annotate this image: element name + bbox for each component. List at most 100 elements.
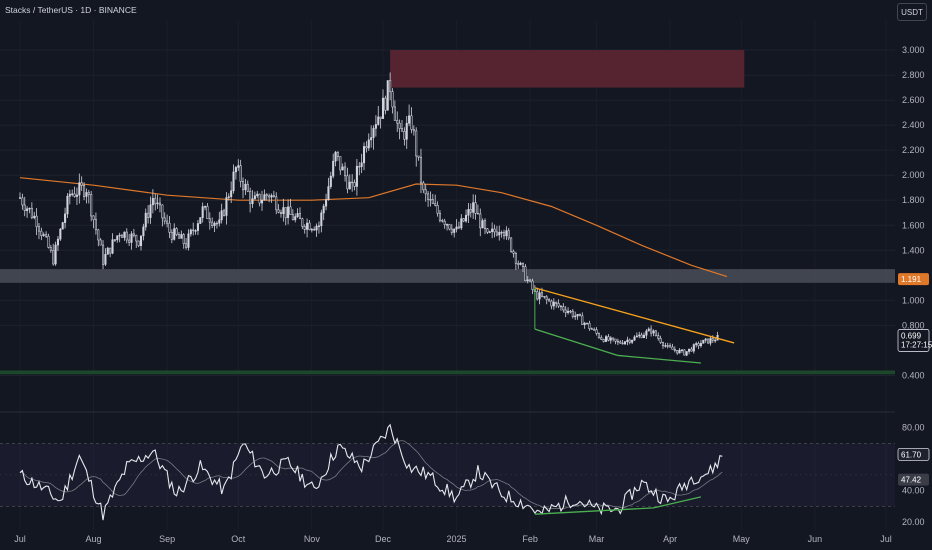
axes: 3.000 2.800 2.600 2.400 2.200 2.000 1.800 1.600… <box>14 45 924 544</box>
candle-body <box>329 175 332 187</box>
candle-body <box>479 213 482 229</box>
candle-body <box>291 214 294 221</box>
candle <box>688 348 691 355</box>
candle <box>61 221 64 230</box>
last-price-tag-bg <box>897 329 930 352</box>
candle-body <box>258 193 261 204</box>
candle-body <box>213 222 216 226</box>
candle <box>315 223 318 237</box>
candle-body <box>574 315 577 318</box>
time-tick-label: May <box>733 534 751 544</box>
candle <box>301 217 304 230</box>
candle-body <box>654 330 657 336</box>
candle <box>249 187 252 213</box>
candle-body <box>85 192 88 197</box>
candle <box>272 190 275 198</box>
candle-body <box>206 206 209 219</box>
time-tick-label: Aug <box>86 534 102 544</box>
candle-body <box>400 128 404 132</box>
candle-body <box>201 206 204 218</box>
candle <box>512 249 515 258</box>
candle-body <box>137 240 140 247</box>
candle-body <box>289 206 292 215</box>
price-tick-label: 1.000 <box>902 295 925 305</box>
candle-body <box>467 209 470 216</box>
price-tick-label: 2.800 <box>902 70 925 80</box>
candle <box>436 201 439 217</box>
candle <box>486 227 489 234</box>
candle <box>647 327 650 332</box>
candle <box>192 222 195 236</box>
candle-body <box>609 337 612 341</box>
trendline-lower <box>534 328 619 357</box>
candle-body <box>711 338 714 341</box>
candle-body <box>412 129 415 132</box>
candle-body <box>393 106 396 121</box>
candle-body <box>389 80 392 92</box>
candle-body <box>263 194 266 201</box>
candle <box>524 264 527 282</box>
candle-body <box>481 220 484 229</box>
candle <box>151 189 154 214</box>
candle-body <box>417 155 420 158</box>
candle-body <box>450 228 453 233</box>
candle <box>194 229 197 235</box>
candle <box>313 226 316 231</box>
candle <box>83 182 86 201</box>
candle <box>263 189 266 201</box>
support-zone <box>0 269 895 283</box>
candle <box>405 116 408 149</box>
candle <box>353 179 356 191</box>
candle <box>495 225 498 237</box>
trendline-upper <box>534 287 735 344</box>
candle-body <box>215 222 218 225</box>
candle <box>180 230 183 239</box>
candle <box>116 235 119 243</box>
candle <box>571 308 574 319</box>
candle <box>652 329 655 337</box>
candle <box>173 223 176 241</box>
candle <box>244 178 247 196</box>
currency-button[interactable]: USDT <box>897 3 927 21</box>
candle <box>234 165 237 180</box>
candle <box>521 262 525 273</box>
candle-body <box>597 333 600 338</box>
candle <box>327 177 330 201</box>
candle-body <box>365 146 368 149</box>
candle-body <box>642 334 646 339</box>
candle <box>339 156 342 175</box>
candle <box>483 218 487 235</box>
candle <box>49 244 52 253</box>
candle <box>201 202 204 223</box>
candle <box>90 191 93 222</box>
candle-body <box>666 345 669 347</box>
candle <box>251 190 254 208</box>
candle <box>431 194 434 205</box>
candle-body <box>446 224 449 226</box>
candle <box>92 215 95 229</box>
candle <box>170 229 173 244</box>
candle-body <box>244 183 247 191</box>
candle-body <box>66 195 69 215</box>
candle-body <box>465 214 468 222</box>
candle <box>372 125 375 150</box>
candle-body <box>26 208 29 212</box>
candle-body <box>64 213 67 223</box>
candle <box>85 188 88 204</box>
candle-body <box>298 213 302 220</box>
candle-body <box>540 292 544 297</box>
candle <box>75 187 78 205</box>
candle-body <box>372 128 375 138</box>
candle-body <box>177 234 180 239</box>
candle-body <box>422 182 425 191</box>
candle <box>163 212 166 225</box>
candle-body <box>581 315 584 325</box>
candle-body <box>294 216 297 221</box>
candle <box>282 198 285 222</box>
candle <box>45 231 48 239</box>
candle <box>230 181 233 203</box>
candle <box>370 125 373 148</box>
candle-body <box>555 301 558 304</box>
candle-body <box>185 243 188 248</box>
